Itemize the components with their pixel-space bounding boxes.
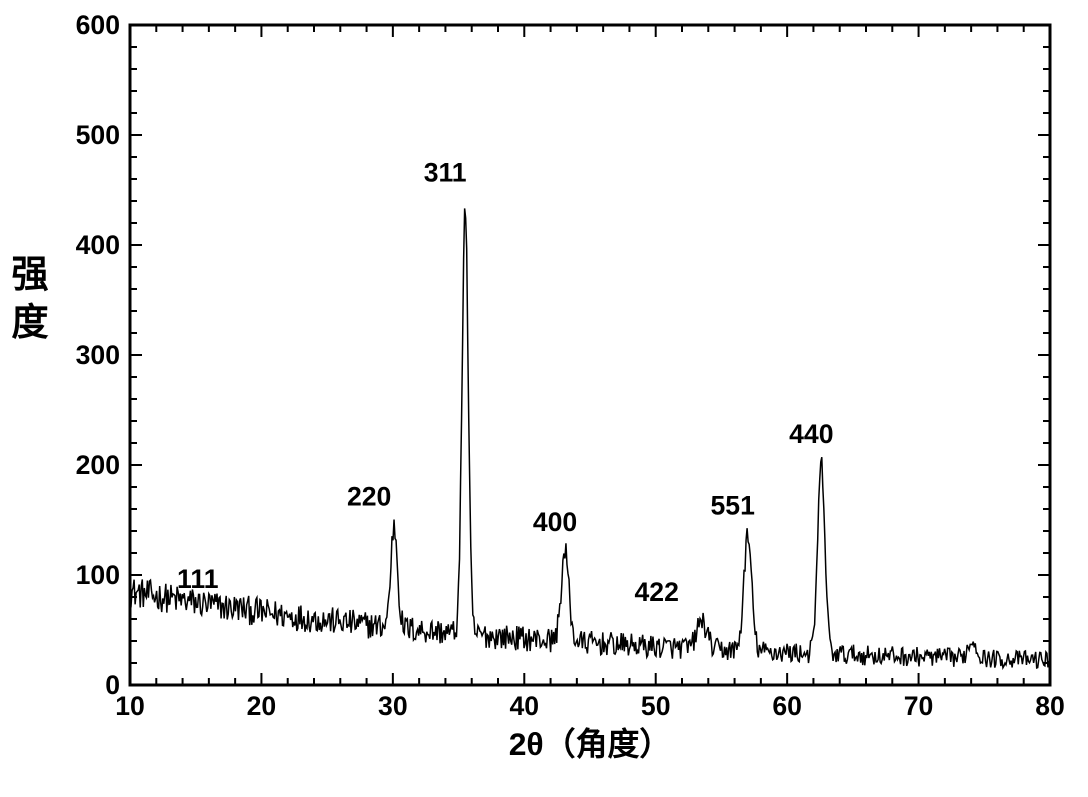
y-axis-label: 强 度 bbox=[0, 250, 60, 347]
x-tick-label: 60 bbox=[772, 691, 802, 721]
x-axis-label: 2θ（角度） bbox=[509, 726, 672, 762]
peak-label: 220 bbox=[347, 482, 391, 512]
xrd-chart: 102030405060708001002003004005006002θ（角度… bbox=[0, 0, 1088, 797]
peak-label: 111 bbox=[177, 564, 219, 594]
x-tick-label: 40 bbox=[509, 691, 539, 721]
y-axis-label-char: 强 bbox=[0, 250, 60, 298]
y-tick-label: 100 bbox=[76, 560, 120, 590]
x-tick-label: 80 bbox=[1035, 691, 1065, 721]
chart-svg: 102030405060708001002003004005006002θ（角度… bbox=[0, 0, 1088, 797]
peak-label: 551 bbox=[711, 491, 756, 521]
xrd-trace bbox=[130, 208, 1050, 668]
plot-border bbox=[130, 25, 1050, 685]
x-tick-label: 50 bbox=[641, 691, 671, 721]
y-tick-label: 600 bbox=[76, 10, 120, 40]
y-tick-label: 500 bbox=[76, 120, 120, 150]
y-axis-label-char: 度 bbox=[0, 298, 60, 346]
y-tick-label: 300 bbox=[76, 340, 120, 370]
y-tick-label: 400 bbox=[76, 230, 120, 260]
peak-label: 440 bbox=[789, 419, 833, 449]
peak-label: 400 bbox=[533, 507, 577, 537]
peak-label: 311 bbox=[424, 158, 467, 188]
y-tick-label: 200 bbox=[76, 450, 120, 480]
x-tick-label: 30 bbox=[378, 691, 408, 721]
x-tick-label: 70 bbox=[904, 691, 934, 721]
y-tick-label: 0 bbox=[105, 670, 120, 700]
peak-label: 422 bbox=[635, 577, 679, 607]
x-tick-label: 20 bbox=[247, 691, 277, 721]
